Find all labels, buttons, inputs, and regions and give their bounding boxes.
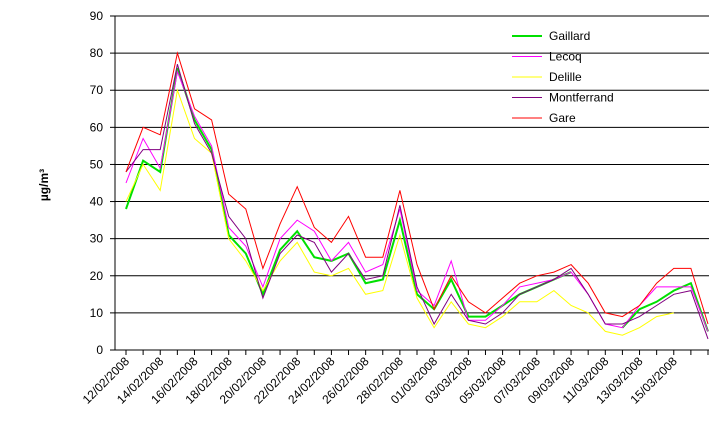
- y-tick-label: 0: [96, 343, 103, 357]
- legend-label: Gare: [549, 111, 576, 125]
- series-line: [125, 88, 674, 336]
- y-tick-label: 30: [90, 232, 104, 246]
- series-line: [125, 51, 709, 325]
- y-tick-label: 70: [90, 83, 104, 97]
- y-tick-label: 90: [90, 9, 104, 23]
- series-line: [125, 64, 709, 340]
- legend-label: Gaillard: [549, 29, 590, 43]
- y-tick-label: 20: [90, 269, 104, 283]
- y-axis-label: µg/m³: [37, 169, 51, 201]
- y-tick-label: 40: [90, 195, 104, 209]
- legend-label: Lecoq: [549, 50, 582, 64]
- series-line: [125, 67, 709, 332]
- y-tick-label: 10: [90, 306, 104, 320]
- y-tick-label: 50: [90, 157, 104, 171]
- y-tick-label: 60: [90, 120, 104, 134]
- y-tick-label: 80: [90, 46, 104, 60]
- legend-label: Montferrand: [549, 91, 614, 105]
- legend-label: Delille: [549, 70, 582, 84]
- series-line: [125, 69, 709, 332]
